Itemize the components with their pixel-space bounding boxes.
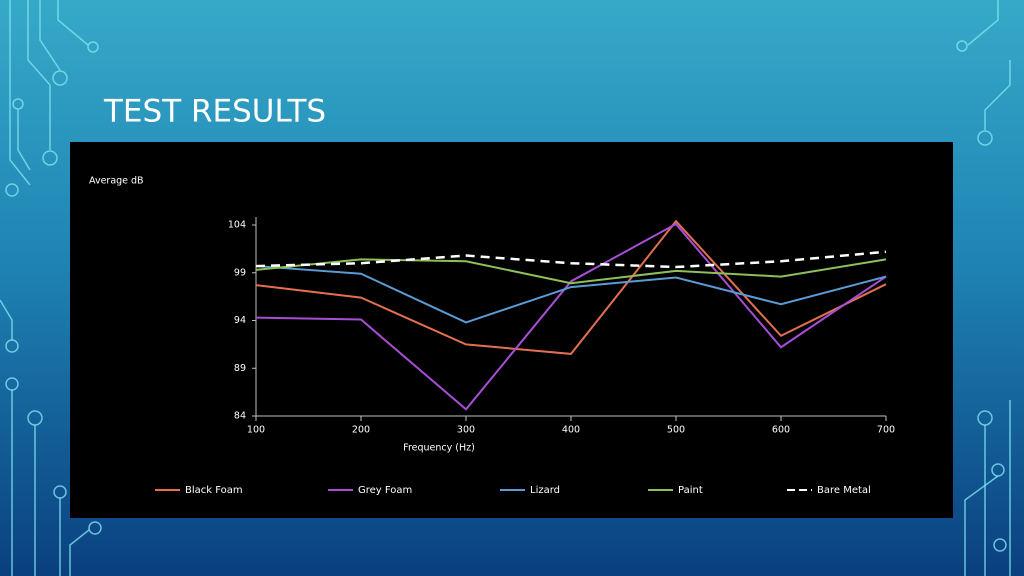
x-axis-title: Frequency (Hz): [403, 443, 475, 454]
y-tick-label: 84: [234, 411, 246, 422]
legend-label: Paint: [678, 485, 703, 496]
slide-title: TEST RESULTS: [103, 94, 326, 130]
y-tick-label: 94: [234, 315, 246, 326]
x-tick-label: 100: [247, 425, 265, 436]
x-tick-label: 400: [562, 425, 580, 436]
y-tick-label: 89: [234, 363, 246, 374]
legend-label: Grey Foam: [358, 485, 412, 496]
y-tick-label: 99: [234, 267, 246, 278]
x-tick-label: 200: [352, 425, 370, 436]
y-tick-label: 104: [228, 220, 246, 231]
series-line: [255, 250, 887, 269]
x-tick-label: 500: [667, 425, 685, 436]
x-tick-label: 300: [457, 425, 475, 436]
chart-area: [70, 142, 953, 518]
legend-label: Lizard: [530, 485, 560, 496]
x-tick-label: 700: [877, 425, 895, 436]
y-axis-title: Average dB: [89, 176, 144, 187]
legend-label: Black Foam: [185, 485, 243, 496]
series-line: [255, 265, 887, 324]
legend-label: Bare Metal: [817, 485, 871, 496]
series-line: [255, 219, 887, 355]
series-line: [255, 258, 887, 285]
x-tick-label: 600: [772, 425, 790, 436]
series-line: [255, 222, 887, 411]
